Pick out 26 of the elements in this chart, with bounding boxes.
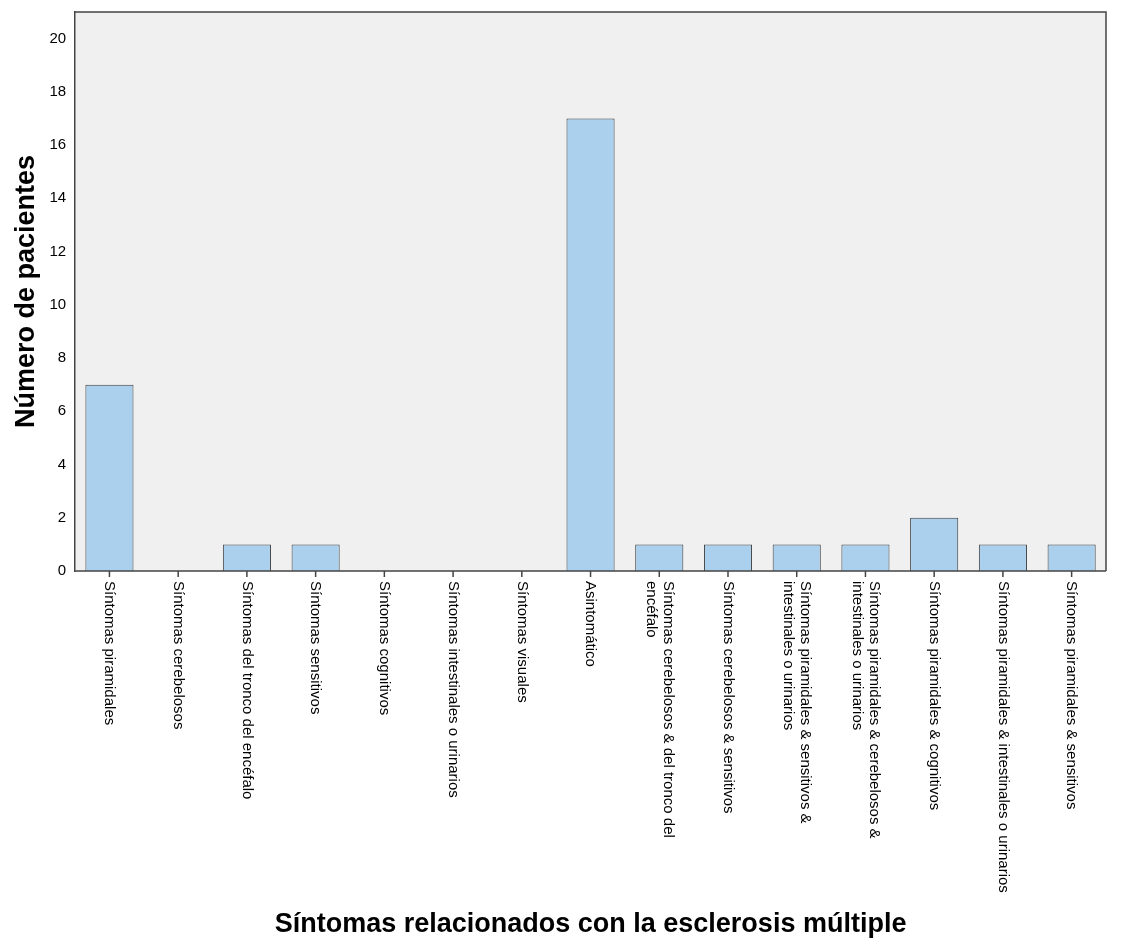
y-tick-label: 18: [49, 82, 67, 99]
x-tick-label: Síntomas intestinales o urinarios: [445, 581, 463, 798]
y-tick-label: 14: [49, 188, 67, 206]
y-tick-label: 16: [49, 135, 67, 153]
y-tick-label: 12: [49, 241, 67, 259]
x-tick-label: Síntomas cerebelosos & del tronco del encéfalo: [643, 581, 678, 838]
x-tick-label: Síntomas cerebelosos: [171, 581, 189, 730]
y-axis-title: Número de pacientes: [9, 154, 40, 429]
x-tick-label: Síntomas sensitivos: [308, 581, 326, 715]
y-tick-label: 8: [57, 348, 67, 366]
y-tick-label: 2: [57, 507, 67, 525]
x-tick-label: Síntomas piramidales & cognitivos: [927, 581, 945, 811]
y-tick-label: 0: [57, 561, 67, 579]
y-tick-label: 6: [57, 401, 67, 419]
x-tick-label: Asintomático: [583, 581, 601, 667]
x-tick-label: Síntomas cerebelosos & sensitivos: [720, 581, 738, 814]
x-axis-title: Síntomas relacionados con la esclerosis múltiple: [274, 908, 907, 939]
x-tick-label: Síntomas piramidales & sensitivos: [1064, 581, 1082, 810]
y-tick-label: 10: [49, 294, 67, 312]
x-tick-label: Síntomas piramidales & intestinales o urinarios: [995, 581, 1013, 893]
x-tick-label: Síntomas del tronco del encéfalo: [239, 581, 257, 800]
x-tick-label: Síntomas cognitivos: [377, 581, 395, 716]
x-tick-label: Síntomas visuales: [514, 581, 532, 703]
x-tick-label: Síntomas piramidales: [102, 581, 120, 726]
y-tick-label: 20: [49, 28, 67, 46]
y-tick-label: 4: [57, 454, 67, 472]
